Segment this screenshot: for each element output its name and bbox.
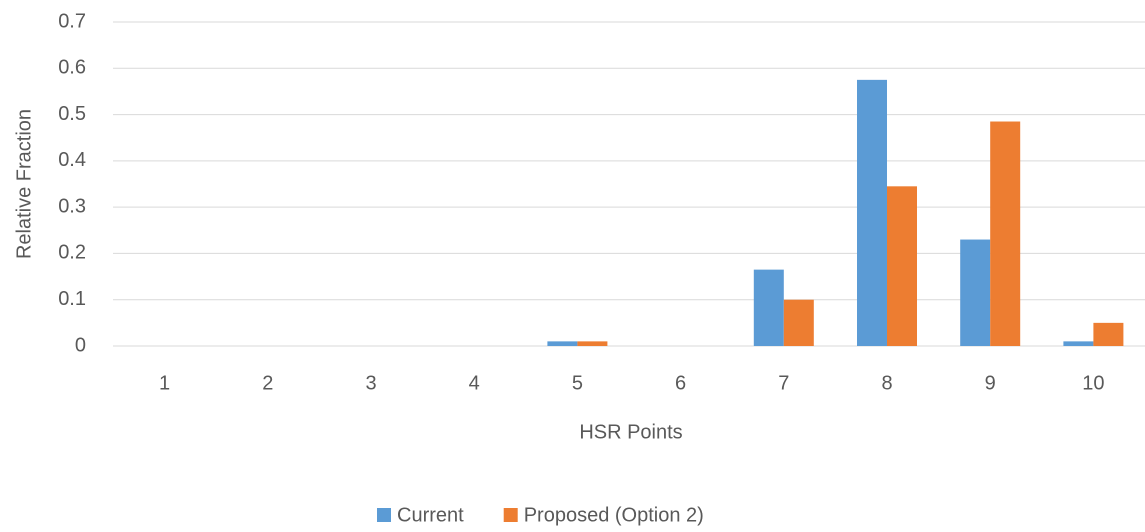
- x-tick-label: 8: [881, 372, 892, 394]
- bar: [960, 239, 991, 346]
- bar: [753, 269, 784, 346]
- x-tick-label: 9: [985, 372, 996, 394]
- legend-label: Proposed (Option 2): [524, 504, 704, 526]
- x-tick-label: 10: [1082, 372, 1104, 394]
- bar: [783, 299, 814, 346]
- bar: [1063, 341, 1094, 346]
- bar: [990, 121, 1021, 346]
- x-tick-label: 1: [159, 372, 170, 394]
- bar: [857, 79, 887, 346]
- y-tick-label: 0.4: [58, 149, 86, 171]
- y-tick-label: 0.1: [58, 288, 86, 310]
- legend-swatch: [377, 508, 391, 522]
- y-tick-label: 0.2: [58, 242, 86, 264]
- bar: [1093, 322, 1124, 346]
- y-tick-label: 0.6: [58, 57, 86, 79]
- x-tick-label: 7: [778, 372, 789, 394]
- x-tick-label: 4: [469, 372, 480, 394]
- y-tick-label: 0.3: [58, 195, 86, 217]
- y-axis-title: Relative Fraction: [13, 109, 35, 259]
- y-tick-label: 0.5: [58, 103, 86, 125]
- legend-label: Current: [397, 504, 464, 526]
- x-tick-label: 5: [572, 372, 583, 394]
- x-tick-label: 6: [675, 372, 686, 394]
- bar: [547, 341, 578, 346]
- x-axis-title: HSR Points: [579, 421, 682, 443]
- x-tick-label: 2: [262, 372, 273, 394]
- y-tick-label: 0: [75, 334, 86, 356]
- bar: [577, 341, 608, 346]
- legend-swatch: [503, 508, 518, 522]
- bar: [887, 186, 917, 346]
- x-tick-label: 3: [365, 372, 376, 394]
- y-tick-label: 0.7: [58, 10, 86, 32]
